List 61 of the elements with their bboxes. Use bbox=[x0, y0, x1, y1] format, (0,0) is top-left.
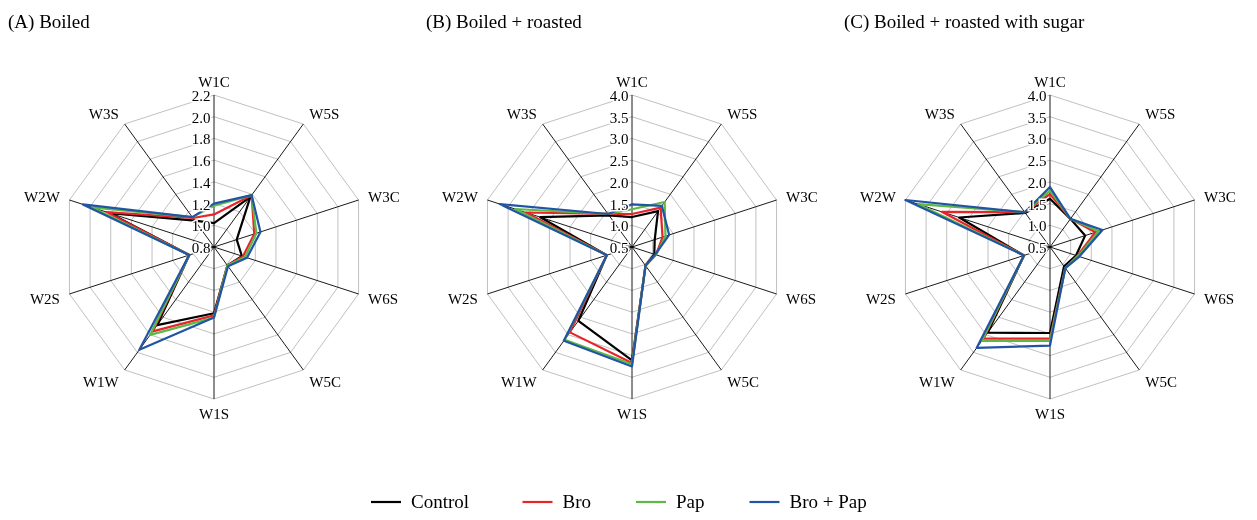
y-tick-label: 1.5 bbox=[1027, 196, 1047, 213]
spoke-label: W3S bbox=[506, 105, 537, 122]
chart-title: (B) Boiled + roasted bbox=[426, 11, 583, 33]
y-tick-label: 0.5 bbox=[1027, 240, 1047, 256]
spoke-label: W5C bbox=[1145, 374, 1177, 391]
spoke-label: W6S bbox=[368, 291, 399, 308]
spoke-label: W2W bbox=[442, 188, 479, 205]
spoke-label: W5S bbox=[309, 105, 340, 122]
spoke-label: W2S bbox=[447, 291, 478, 308]
y-tick-label: 2.0 bbox=[191, 109, 211, 126]
y-tick-label: 4.0 bbox=[1027, 88, 1047, 104]
legend-label: Control bbox=[411, 491, 470, 512]
legend-label: Bro bbox=[562, 491, 591, 512]
spoke-label: W3C bbox=[1204, 188, 1236, 205]
spoke-label: W5C bbox=[309, 374, 341, 391]
y-tick-label: 2.5 bbox=[1027, 153, 1047, 170]
spoke-label: W1C bbox=[198, 74, 230, 90]
y-tick-label: 1.2 bbox=[191, 196, 211, 213]
y-tick-label: 1.4 bbox=[191, 174, 211, 191]
spoke-label: W1S bbox=[199, 406, 229, 422]
y-tick-label: 3.0 bbox=[1027, 131, 1047, 148]
spoke-label: W1W bbox=[500, 374, 538, 391]
y-tick-label: 3.5 bbox=[1027, 109, 1047, 126]
y-tick-label: 0.8 bbox=[191, 240, 211, 256]
y-tick-label: 2.2 bbox=[191, 88, 211, 104]
y-tick-label: 4.0 bbox=[609, 88, 629, 104]
spoke-label: W2S bbox=[865, 291, 896, 308]
legend-label: Bro + Pap bbox=[789, 491, 867, 512]
spoke-label: W1C bbox=[616, 74, 648, 90]
chart-title: (C) Boiled + roasted with sugar bbox=[844, 11, 1085, 33]
y-tick-label: 1.0 bbox=[191, 218, 211, 235]
y-tick-label: 1.0 bbox=[609, 218, 629, 235]
y-tick-label: 2.0 bbox=[1027, 174, 1047, 191]
y-tick-label: 3.0 bbox=[609, 131, 629, 148]
spoke-label: W1S bbox=[1035, 406, 1065, 422]
y-tick-label: 0.5 bbox=[609, 240, 629, 256]
y-tick-label: 1.8 bbox=[191, 131, 211, 148]
spoke-label: W5S bbox=[727, 105, 758, 122]
spoke-label: W2W bbox=[860, 188, 897, 205]
legend-label: Pap bbox=[676, 491, 705, 512]
y-tick-label: 2.5 bbox=[609, 153, 629, 170]
y-tick-label: 1.6 bbox=[191, 153, 211, 170]
spoke-label: W1C bbox=[1034, 74, 1066, 90]
spoke-label: W1W bbox=[918, 374, 956, 391]
spoke-label: W3C bbox=[368, 188, 400, 205]
spoke-label: W6S bbox=[786, 291, 817, 308]
spoke-label: W1S bbox=[617, 406, 647, 422]
y-tick-label: 1.0 bbox=[1027, 218, 1047, 235]
y-tick-label: 2.0 bbox=[609, 174, 629, 191]
spoke-label: W6S bbox=[1204, 291, 1235, 308]
chart-title: (A) Boiled bbox=[8, 11, 91, 33]
spoke-label: W3S bbox=[924, 105, 955, 122]
spoke-label: W2S bbox=[29, 291, 60, 308]
spoke-label: W3C bbox=[786, 188, 818, 205]
spoke-label: W2W bbox=[24, 188, 61, 205]
y-tick-label: 1.5 bbox=[609, 196, 629, 213]
y-tick-label: 3.5 bbox=[609, 109, 629, 126]
spoke-label: W3S bbox=[88, 105, 119, 122]
spoke-label: W1W bbox=[82, 374, 120, 391]
spoke-label: W5C bbox=[727, 374, 759, 391]
spoke-label: W5S bbox=[1145, 105, 1176, 122]
